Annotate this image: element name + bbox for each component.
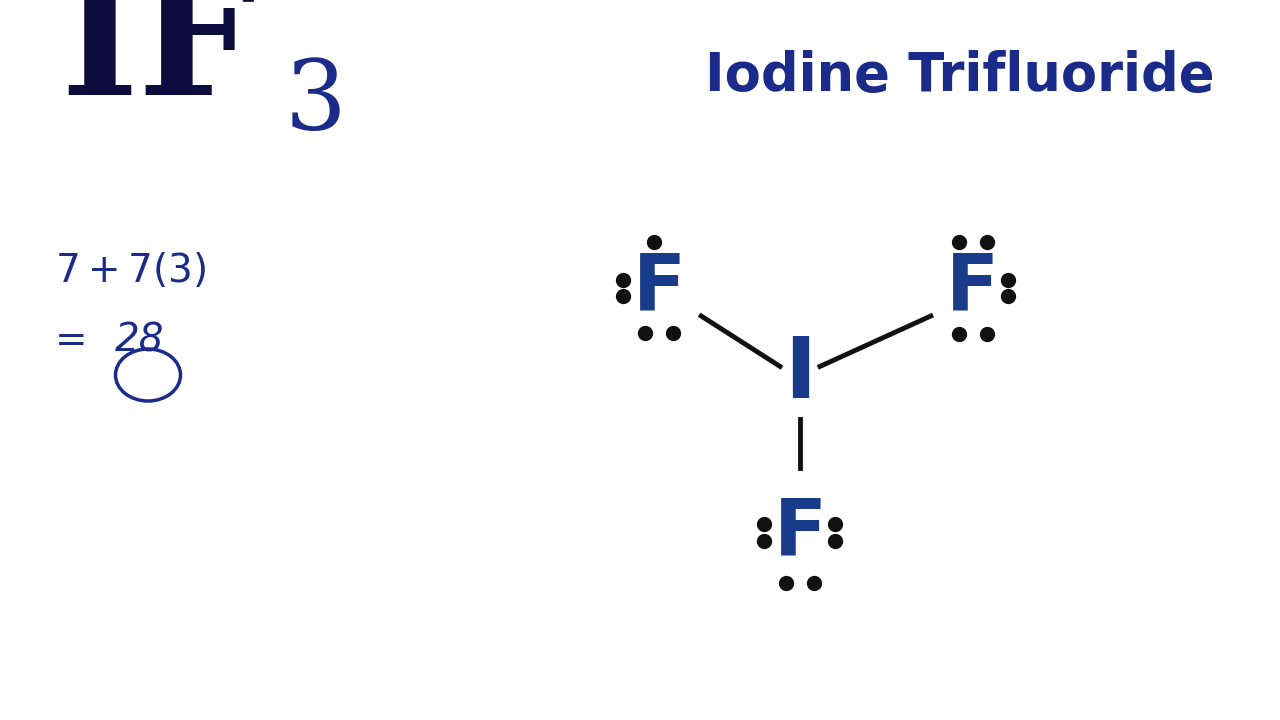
Point	[997, 291, 1018, 302]
Text: F: F	[773, 495, 827, 571]
Point	[663, 327, 684, 339]
Text: $7 + 7(3)$: $7 + 7(3)$	[55, 251, 206, 290]
Point	[754, 518, 774, 530]
Point	[776, 577, 796, 588]
Point	[977, 328, 997, 340]
Point	[997, 274, 1018, 285]
Point	[948, 328, 969, 340]
Text: 3: 3	[285, 56, 347, 150]
Point	[613, 274, 634, 285]
Text: IF: IF	[60, 0, 256, 130]
Text: F: F	[946, 250, 1000, 326]
Point	[824, 518, 845, 530]
Point	[948, 236, 969, 248]
Point	[613, 291, 634, 302]
Point	[977, 236, 997, 248]
Text: 28: 28	[115, 322, 165, 360]
Text: Iodine Trifluoride: Iodine Trifluoride	[705, 50, 1215, 102]
Point	[824, 536, 845, 547]
Point	[635, 327, 655, 339]
Text: F: F	[632, 250, 686, 326]
Point	[644, 236, 664, 248]
Point	[804, 577, 824, 588]
Text: =: =	[55, 322, 100, 360]
Point	[754, 536, 774, 547]
Text: I: I	[783, 333, 817, 416]
